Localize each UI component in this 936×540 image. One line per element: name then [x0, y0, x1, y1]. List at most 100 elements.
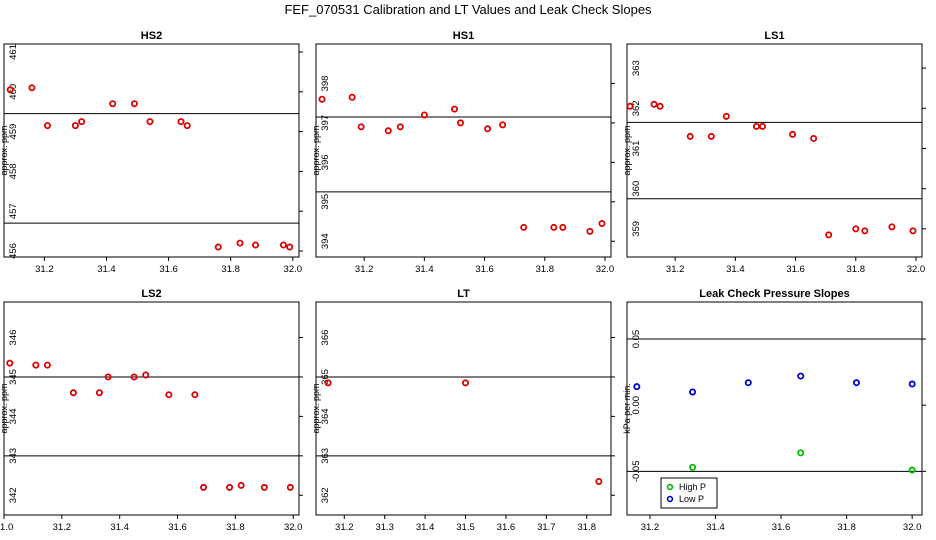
y-tick-label: 344: [8, 408, 19, 424]
data-point: [656, 102, 664, 110]
y-tick-label: 456: [8, 243, 19, 259]
data-point: [260, 483, 268, 491]
data-point: [752, 122, 760, 130]
x-tick-label: 31.6: [159, 264, 178, 275]
y-tick-label: 362: [631, 100, 642, 116]
y-tick-label: 398: [320, 76, 331, 92]
data-point: [861, 227, 869, 235]
y-axis-label: approx. ppm: [311, 383, 321, 433]
data-point: [626, 102, 634, 110]
data-point: [484, 125, 492, 133]
data-point: [852, 225, 860, 233]
data-point: [146, 118, 154, 126]
data-point: [348, 93, 356, 101]
y-tick-label: 460: [8, 84, 19, 100]
data-point: [499, 121, 507, 129]
data-point: [450, 105, 458, 113]
data-point: [214, 243, 222, 251]
panel-title: Leak Check Pressure Slopes: [699, 288, 849, 300]
y-tick-label: 396: [320, 154, 331, 170]
x-tick-label: 31.6: [772, 522, 791, 533]
y-tick-label: 366: [320, 330, 331, 346]
data-point: [797, 449, 805, 457]
y-tick-label: 345: [8, 369, 19, 385]
y-axis-label: approx. ppm: [622, 125, 632, 175]
data-point: [852, 379, 860, 387]
data-point: [686, 132, 694, 140]
data-point: [252, 241, 260, 249]
y-tick-label: 361: [631, 141, 642, 157]
x-tick-label: 31.4: [110, 522, 129, 533]
data-point: [462, 379, 470, 387]
y-tick-label: 459: [8, 124, 19, 140]
x-tick-label: 32.0: [903, 522, 922, 533]
data-point: [689, 388, 697, 396]
x-tick-label: 32.0: [596, 264, 615, 275]
legend-box: [660, 477, 718, 509]
y-axis-label: approx. ppm: [0, 383, 9, 433]
y-tick-label: 461: [8, 44, 19, 60]
data-point: [237, 481, 245, 489]
data-point: [744, 379, 752, 387]
legend-marker: [666, 483, 674, 491]
x-tick-label: 31.6: [475, 264, 494, 275]
data-point: [95, 389, 103, 397]
y-tick-label: 363: [320, 448, 331, 464]
x-tick-label: 31.7: [537, 522, 556, 533]
x-tick-label: 31.4: [416, 522, 435, 533]
y-tick-label: 0.00: [631, 396, 642, 415]
data-point: [707, 132, 715, 140]
plot-frame: [315, 43, 612, 258]
legend-marker: [666, 495, 674, 503]
x-tick-label: 31.0: [0, 522, 13, 533]
y-axis-label: approx. ppm: [0, 125, 9, 175]
x-tick-label: 31.8: [226, 522, 245, 533]
x-tick-label: 31.8: [847, 264, 866, 275]
x-tick-label: 31.2: [35, 264, 54, 275]
plot-frame: [626, 301, 923, 516]
x-tick-label: 31.4: [706, 522, 725, 533]
data-point: [595, 477, 603, 485]
data-point: [559, 223, 567, 231]
data-point: [888, 223, 896, 231]
x-tick-label: 31.8: [536, 264, 555, 275]
panel-1: HS2 31.2 31.4 31.6 31.8 32.0 456 457 458 459 460 46…: [0, 30, 303, 275]
x-tick-label: 31.4: [726, 264, 745, 275]
data-point: [810, 134, 818, 142]
plot-frame: [626, 43, 923, 258]
data-point: [550, 223, 558, 231]
plot-frame: [315, 301, 612, 516]
data-point: [286, 483, 294, 491]
data-point: [43, 122, 51, 130]
y-tick-label: 363: [631, 60, 642, 76]
x-tick-label: 32.0: [907, 264, 926, 275]
x-tick-label: 32.0: [284, 522, 303, 533]
panel-title: LS2: [141, 288, 161, 300]
data-point: [109, 100, 117, 108]
y-tick-label: 397: [320, 115, 331, 131]
page-title: FEF_070531 Calibration and LT Values and…: [284, 2, 652, 17]
data-point: [279, 241, 287, 249]
y-tick-label: 0.05: [631, 330, 642, 349]
data-point: [200, 483, 208, 491]
data-point: [104, 373, 112, 381]
x-tick-label: 31.5: [456, 522, 475, 533]
x-tick-label: 31.8: [837, 522, 856, 533]
panel-3: LS1 31.2 31.4 31.6 31.8 32.0 359 360 361 362 363 ap…: [622, 30, 926, 275]
data-point: [130, 100, 138, 108]
data-point: [6, 86, 14, 94]
panel-5: LT 31.2 31.3 31.4 31.5 31.6 31.7 31.8 362 363 364 3…: [311, 288, 615, 533]
x-tick-label: 31.6: [786, 264, 805, 275]
data-point: [396, 123, 404, 131]
data-point: [357, 123, 365, 131]
data-point: [183, 122, 191, 130]
panel-2: HS1 31.2 31.4 31.6 31.8 32.0 394 395 396 397 398 ap…: [311, 30, 615, 275]
data-point: [420, 111, 428, 119]
y-tick-label: 365: [320, 369, 331, 385]
y-tick-label: 457: [8, 203, 19, 219]
data-point: [318, 95, 326, 103]
data-point: [28, 84, 36, 92]
data-point: [165, 391, 173, 399]
legend-label: High P: [679, 482, 706, 492]
